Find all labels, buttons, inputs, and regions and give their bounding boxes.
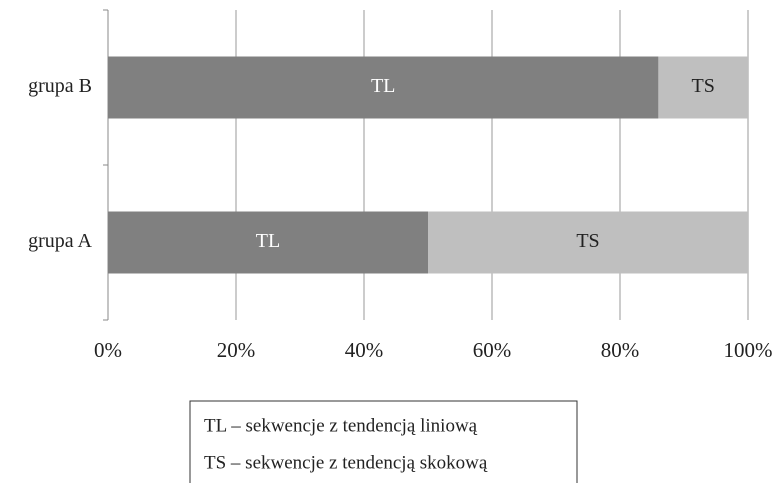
x-tick-label: 60%: [473, 338, 512, 362]
bar-segment: [658, 56, 748, 119]
data-label: TL: [256, 230, 280, 252]
data-label: TS: [692, 75, 715, 97]
y-tick-label: grupa A: [28, 230, 92, 252]
x-tick-label: 40%: [345, 338, 384, 362]
bar-segment: [108, 211, 428, 274]
x-tick-label: 20%: [217, 338, 256, 362]
data-label: TS: [576, 230, 599, 252]
legend-text: TL – sekwencje z tendencją liniową: [204, 415, 478, 436]
x-tick-label: 80%: [601, 338, 640, 362]
bar-segment: [428, 211, 748, 274]
legend-box: [189, 400, 578, 483]
legend-text: TS – sekwencje z tendencją skokową: [204, 452, 488, 473]
x-tick-label: 0%: [94, 338, 122, 362]
bar-segment: [108, 56, 659, 119]
data-label: TL: [371, 75, 395, 97]
x-tick-label: 100%: [724, 338, 773, 362]
y-tick-label: grupa B: [28, 75, 92, 97]
